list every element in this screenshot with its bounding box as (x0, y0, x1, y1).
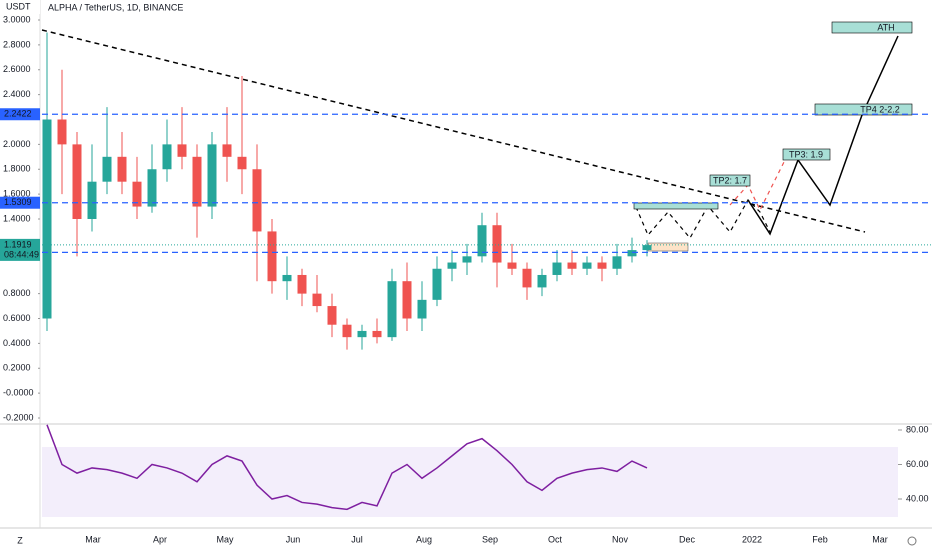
candle-body (327, 306, 337, 325)
tp-label: TP3: 1.9 (789, 149, 823, 159)
x-tick-label: Mar (872, 534, 888, 544)
y-tick-label: 1.8000 (3, 164, 31, 174)
last-price-badge (0, 238, 40, 261)
y-tick-label: 2.6000 (3, 64, 31, 74)
candle-body (72, 144, 82, 219)
candle-body (162, 144, 172, 170)
level-badge (0, 196, 40, 209)
rsi-tick-label: 40.00 (906, 493, 929, 503)
x-tick-label: Aug (416, 534, 432, 544)
candle-body (372, 330, 382, 338)
y-tick-label: 0.8000 (3, 288, 31, 298)
x-tick-label: Sep (482, 534, 498, 544)
level-badge (0, 108, 40, 121)
tp-label: ATH (877, 22, 894, 32)
candle-body (222, 144, 232, 157)
tp-box (782, 148, 831, 161)
candle-body (267, 231, 277, 282)
candle-body (447, 262, 457, 269)
last-price-label: 1.1919 (4, 239, 32, 249)
rsi-band (42, 447, 898, 517)
candle-body (147, 169, 157, 207)
x-tick-label: Jun (286, 534, 301, 544)
unit-label: USDT (6, 1, 31, 11)
symbol-title: ALPHA / TetherUS, 1D, BINANCE (48, 2, 183, 12)
x-tick-label: May (216, 534, 234, 544)
projection-path (747, 35, 899, 236)
y-tick-label: -0.0000 (3, 388, 34, 398)
candle-body (537, 274, 547, 288)
candle-body (207, 144, 217, 207)
candle-body (507, 262, 517, 269)
candle-body (87, 181, 97, 219)
x-tick-label: Dec (679, 534, 696, 544)
candle-body (102, 156, 112, 182)
candle-body (177, 144, 187, 157)
candle-body (282, 274, 292, 282)
candle-body (432, 268, 442, 300)
level-label: 2.2422 (4, 109, 32, 119)
candle-body (402, 281, 412, 319)
tp-box (831, 21, 913, 34)
candle-body (627, 250, 637, 257)
x-tick-label: Oct (548, 534, 563, 544)
y-tick-label: 1.6000 (3, 189, 31, 199)
target-box (633, 202, 719, 210)
level-label: 1.5309 (4, 197, 32, 207)
zoom-icon[interactable]: Z (17, 535, 23, 545)
candle-body (117, 156, 127, 182)
candle-body (342, 324, 352, 338)
y-tick-label: 0.2000 (3, 363, 31, 373)
candle-body (462, 256, 472, 263)
countdown: 08:44:49 (4, 249, 39, 259)
tp-box (814, 103, 913, 116)
candle-body (567, 262, 577, 269)
x-tick-label: Nov (612, 534, 629, 544)
y-tick-label: 2.8000 (3, 39, 31, 49)
y-tick-label: -0.2000 (3, 412, 34, 422)
candle-body (612, 256, 622, 269)
candle-body (492, 225, 502, 263)
candle-body (597, 262, 607, 269)
candle-body (552, 262, 562, 275)
y-tick-label: 1.4000 (3, 213, 31, 223)
y-tick-label: 0.4000 (3, 338, 31, 348)
candle-body (387, 281, 397, 338)
y-tick-label: 0.6000 (3, 313, 31, 323)
target-box (647, 242, 689, 252)
candle-body (522, 268, 532, 288)
rsi-line (46, 424, 648, 511)
rsi-tick-label: 60.00 (906, 459, 929, 469)
candle-body (357, 330, 367, 338)
tp-label: TP2: 1.7 (713, 175, 747, 185)
candle-body (297, 274, 307, 294)
tp-box (709, 174, 751, 187)
x-tick-label: 2022 (742, 534, 762, 544)
unit-bg (0, 0, 40, 14)
candle-body (417, 299, 427, 319)
candle-body (477, 225, 487, 257)
y-tick-label: 3.0000 (3, 14, 31, 24)
trendline (41, 29, 866, 233)
candle-body (252, 169, 262, 232)
candle-body (192, 156, 202, 207)
projection-red (729, 159, 786, 212)
settings-icon[interactable] (907, 536, 917, 546)
x-tick-label: Feb (812, 534, 828, 544)
candle-body (57, 119, 67, 145)
y-tick-label: 2.4000 (3, 89, 31, 99)
candle-body (42, 119, 52, 319)
candle-body (312, 293, 322, 307)
x-tick-label: Apr (153, 534, 167, 544)
candle-body (132, 181, 142, 207)
tp-label: TP4 2-2.2 (860, 104, 900, 114)
candle-body (237, 156, 247, 170)
y-tick-label: 2.0000 (3, 139, 31, 149)
x-tick-label: Mar (85, 534, 101, 544)
candle-body (642, 245, 652, 251)
candle-body (582, 262, 592, 269)
x-tick-label: Jul (351, 534, 363, 544)
rsi-tick-label: 80.00 (906, 424, 929, 434)
